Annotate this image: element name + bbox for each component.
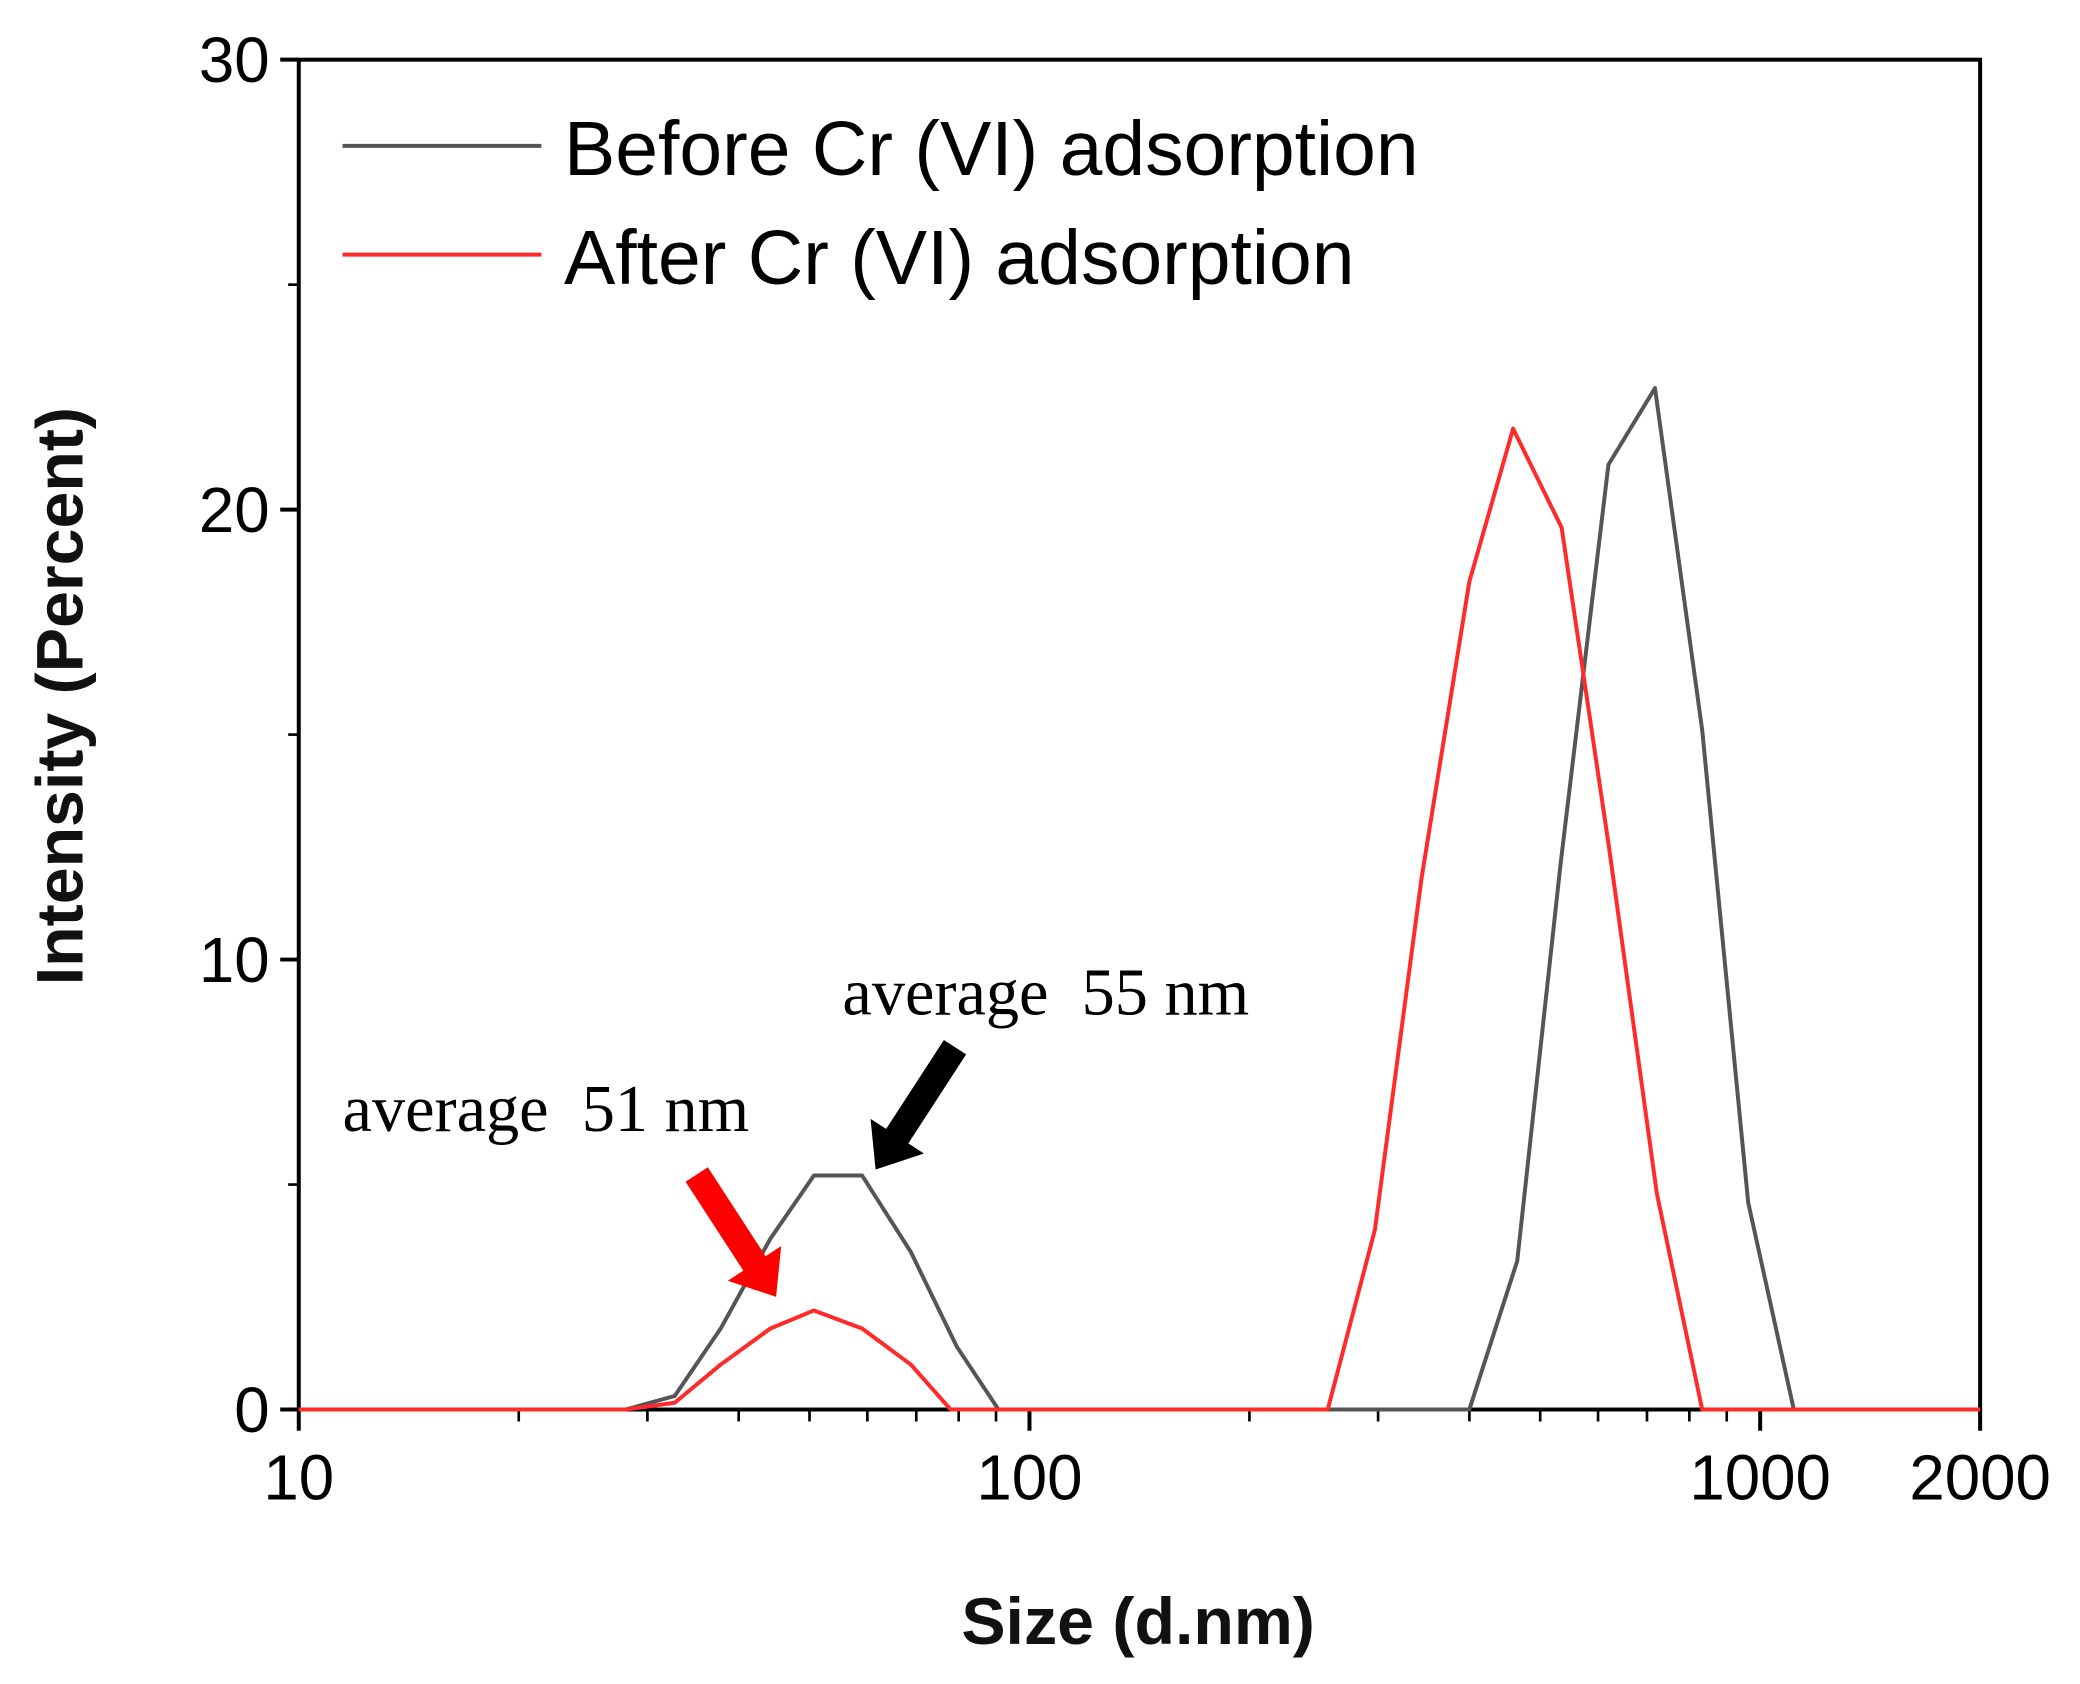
x-axis-title: Size (d.nm) <box>961 1585 1315 1659</box>
annotation-average-51: average 51 nm <box>343 1073 750 1146</box>
legend-label-after: After Cr (VI) adsorption <box>564 215 1355 301</box>
red-arrow <box>685 1167 782 1297</box>
y-tick-label: 30 <box>199 25 270 96</box>
x-tick-label: 2000 <box>1909 1443 2051 1514</box>
annotation-average-55: average 55 nm <box>842 956 1249 1029</box>
legend: Before Cr (VI) adsorption After Cr (VI) … <box>342 106 1419 301</box>
annotations: average 55 nm average 51 nm <box>343 956 1249 1297</box>
x-tick-label: 100 <box>976 1443 1082 1514</box>
y-tick-label: 10 <box>199 925 270 996</box>
series-line-after <box>298 426 1981 1412</box>
y-axis-title: Intensity (Percent) <box>24 407 98 985</box>
series-group <box>298 386 1981 1412</box>
black-arrow <box>870 1039 967 1170</box>
x-tick-label: 1000 <box>1689 1443 1831 1514</box>
series-line-before <box>298 386 1981 1412</box>
legend-label-before: Before Cr (VI) adsorption <box>564 106 1419 192</box>
y-tick-label: 0 <box>234 1375 269 1446</box>
x-tick-label: 10 <box>263 1443 334 1514</box>
y-tick-label: 20 <box>199 475 270 546</box>
